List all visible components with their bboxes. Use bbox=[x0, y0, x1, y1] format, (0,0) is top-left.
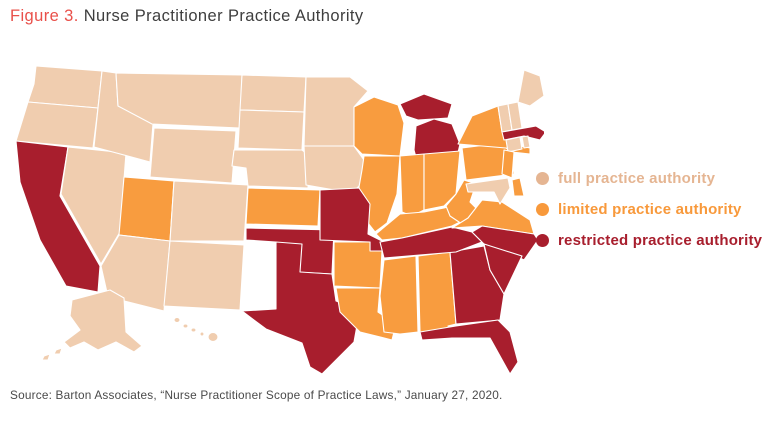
state-mt bbox=[115, 72, 243, 129]
state-md bbox=[465, 177, 511, 205]
state-ut bbox=[118, 176, 175, 242]
state-ms bbox=[379, 255, 419, 335]
state-wy bbox=[149, 127, 237, 184]
state-oh bbox=[423, 150, 461, 211]
state-ks bbox=[245, 187, 321, 227]
state-ak bbox=[41, 289, 143, 361]
state-co bbox=[169, 180, 249, 242]
state-sd bbox=[237, 109, 305, 151]
state-wa bbox=[27, 65, 103, 109]
state-de bbox=[511, 177, 525, 197]
state-in bbox=[399, 153, 425, 217]
legend-limited-dot-icon bbox=[536, 203, 549, 216]
state-nm bbox=[163, 240, 245, 311]
state-ri bbox=[521, 135, 531, 149]
legend-item-restricted: restricted practice authority bbox=[536, 232, 762, 249]
state-az bbox=[100, 234, 171, 312]
state-fl bbox=[419, 319, 519, 375]
state-hi bbox=[173, 317, 219, 342]
figure-title-text: Nurse Practitioner Practice Authority bbox=[83, 7, 364, 25]
state-al bbox=[417, 251, 457, 337]
legend-label: restricted practice authority bbox=[558, 232, 763, 249]
state-tx bbox=[241, 241, 361, 375]
us-choropleth-map bbox=[15, 65, 544, 375]
legend-item-limited: limited practice authority bbox=[536, 201, 762, 218]
legend-full-dot-icon bbox=[536, 172, 549, 185]
legend-restricted-dot-icon bbox=[536, 234, 549, 247]
state-ma bbox=[501, 125, 544, 141]
state-wi bbox=[353, 96, 405, 157]
state-ct bbox=[505, 136, 523, 153]
state-ia bbox=[303, 145, 365, 194]
figure-number: Figure 3. bbox=[10, 7, 79, 25]
state-ne bbox=[231, 149, 311, 189]
map-legend: full practice authority limited practice … bbox=[536, 170, 762, 263]
source-citation: Source: Barton Associates, “Nurse Practi… bbox=[10, 388, 503, 402]
state-me bbox=[517, 69, 544, 107]
state-nd bbox=[239, 74, 307, 113]
legend-label: full practice authority bbox=[558, 170, 716, 187]
state-sc bbox=[483, 243, 523, 295]
state-nj bbox=[501, 149, 515, 179]
legend-item-full: full practice authority bbox=[536, 170, 762, 187]
state-or bbox=[15, 101, 99, 149]
figure-title: Figure 3. Nurse Practitioner Practice Aut… bbox=[10, 7, 364, 26]
legend-label: limited practice authority bbox=[558, 201, 742, 218]
